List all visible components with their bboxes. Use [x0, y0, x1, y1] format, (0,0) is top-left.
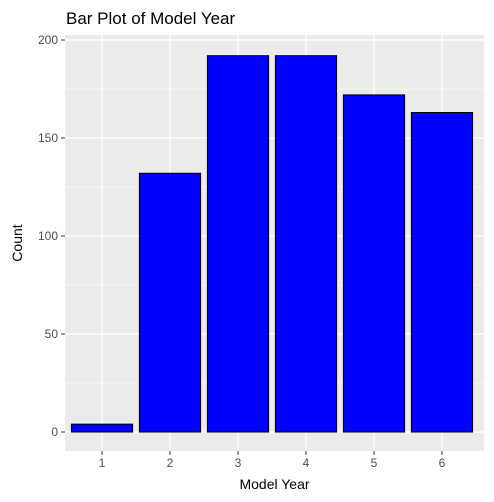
x-axis-ticks: 1 2 3 4 5 6 [99, 451, 446, 470]
y-axis-title: Count [9, 224, 25, 261]
bar-1 [70, 423, 134, 433]
x-tick-label: 6 [439, 456, 446, 470]
y-tick-label: 0 [51, 425, 58, 439]
x-tick-label: 3 [235, 456, 242, 470]
y-tick-label: 150 [38, 131, 58, 145]
bar-2 [138, 172, 202, 433]
x-tick-label: 1 [99, 456, 106, 470]
bar-6 [410, 112, 474, 433]
y-tick-label: 100 [38, 229, 58, 243]
x-tick-label: 5 [371, 456, 378, 470]
chart-title: Bar Plot of Model Year [66, 9, 236, 28]
bar-4 [274, 55, 338, 433]
bars [70, 55, 474, 433]
x-tick-label: 2 [167, 456, 174, 470]
bar-3 [206, 55, 270, 433]
y-tick-label: 200 [38, 33, 58, 47]
x-axis-title: Model Year [239, 476, 309, 492]
y-axis-ticks: 0 50 100 150 200 [38, 33, 65, 439]
x-tick-label: 4 [303, 456, 310, 470]
y-tick-label: 50 [45, 327, 59, 341]
bar-5 [342, 94, 406, 433]
